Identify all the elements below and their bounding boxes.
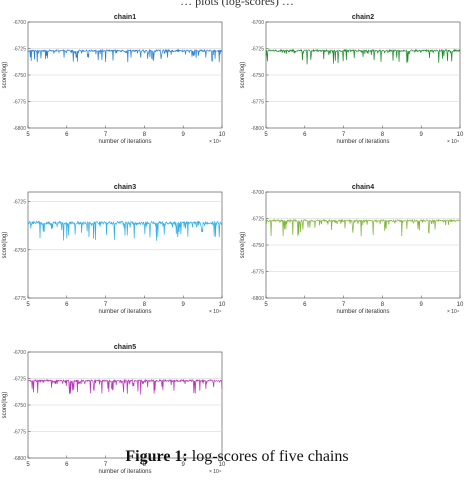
x-tick-label: 5 [264,132,268,138]
figure-caption: Figure 1: log-scores of five chains [0,448,474,466]
y-tick-label: -6700 [251,190,264,196]
x-axis-label: number of iterations [98,139,151,145]
x-tick-label: 6 [303,132,307,138]
chart-title: chain3 [114,184,136,191]
figure-caption-text: log-scores of five chains [191,448,349,465]
chart-panel-chain4: chain4 -6700 -6725 -6750 -6775 -6800 5 6 7 8 9 10 × … [238,178,468,328]
x-tick-label: 10 [219,302,226,308]
y-axis-label: score(log) [240,62,246,89]
series-line [265,218,461,237]
x-tick-label: 10 [457,132,464,138]
y-tick-label: -6725 [251,47,264,53]
y-tick-label: -6700 [13,20,26,26]
x-tick-label: 7 [342,302,346,308]
x-tick-label: 6 [65,302,69,308]
x-exponent-label: × 10⁴ [447,309,459,315]
x-tick-label: 7 [342,132,346,138]
x-tick-label: 5 [26,302,30,308]
chart-title: chain4 [352,184,374,191]
header-fragment: … plots (log-scores) … [180,0,294,8]
chart-title: chain2 [352,14,374,21]
x-tick-label: 5 [26,132,30,138]
y-tick-label: -6775 [251,270,264,276]
x-tick-label: 8 [143,302,147,308]
x-axis-label: number of iterations [98,469,151,475]
y-tick-label: -6700 [13,350,26,356]
y-tick-label: -6775 [251,100,264,106]
x-tick-label: 10 [219,132,226,138]
x-tick-label: 10 [457,302,464,308]
chart-panel-chain1: chain1 -6700 -6725 -6750 -6775 -6800 5 6 7 8 9 10 × … [0,8,230,158]
series-line [265,48,461,65]
y-tick-label: -6725 [251,217,264,223]
chart-panel-chain3: chain3 -6725 -6750 -6775 5 6 7 8 9 10 × 10⁴ number … [0,178,230,328]
series-line [27,48,223,63]
x-exponent-label: × 10⁴ [209,309,221,315]
x-axis-label: number of iterations [98,309,151,315]
x-exponent-label: × 10⁴ [209,139,221,145]
x-tick-label: 9 [420,302,424,308]
y-tick-label: -6725 [13,377,26,383]
chart-title: chain5 [114,344,136,351]
y-tick-label: -6800 [13,126,26,132]
y-tick-label: -6725 [13,200,26,206]
y-tick-label: -6750 [13,403,26,409]
x-tick-label: 7 [104,302,108,308]
y-axis-label: score(log) [2,392,8,419]
x-tick-label: 9 [420,132,424,138]
x-exponent-label: × 10⁴ [447,139,459,145]
y-tick-label: -6800 [13,456,26,462]
x-tick-label: 8 [381,302,385,308]
series-line [27,220,223,241]
y-tick-label: -6775 [13,100,26,106]
y-tick-label: -6700 [251,20,264,26]
x-exponent-label: × 10⁴ [209,469,221,475]
chart-panel-chain2: chain2 -6700 -6725 -6750 -6775 -6800 5 6 7 8 9 10 × … [238,8,468,158]
series-line [27,378,223,395]
x-axis-label: number of iterations [336,139,389,145]
y-axis-label: score(log) [240,232,246,259]
x-tick-label: 5 [264,302,268,308]
y-tick-label: -6750 [251,73,264,79]
figure-label: Figure 1: [125,448,188,465]
x-axis-label: number of iterations [336,309,389,315]
y-tick-label: -6725 [13,47,26,53]
x-tick-label: 6 [65,132,69,138]
y-tick-label: -6750 [13,248,26,254]
x-tick-label: 7 [104,132,108,138]
y-axis-label: score(log) [2,62,8,89]
plot-area [27,191,223,299]
x-tick-label: 9 [182,132,186,138]
y-tick-label: -6800 [251,296,264,302]
y-tick-label: -6800 [251,126,264,132]
y-tick-label: -6775 [13,430,26,436]
x-tick-label: 9 [182,302,186,308]
chart-title: chain1 [114,14,136,21]
x-tick-label: 6 [303,302,307,308]
y-axis-label: score(log) [2,232,8,259]
x-tick-label: 8 [143,132,147,138]
y-tick-label: -6750 [13,73,26,79]
y-tick-label: -6750 [251,243,264,249]
y-tick-label: -6775 [13,296,26,302]
x-tick-label: 8 [381,132,385,138]
